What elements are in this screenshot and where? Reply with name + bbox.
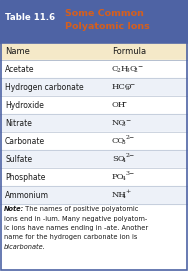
Text: Acetate: Acetate (5, 64, 35, 73)
Text: Hydroxide: Hydroxide (5, 101, 44, 109)
Bar (0, 186, 188, 204)
Text: 2−: 2− (125, 135, 134, 140)
Text: 3: 3 (122, 122, 125, 127)
Text: 3−: 3− (125, 171, 134, 176)
Bar (0, 96, 188, 114)
Text: 4: 4 (122, 195, 126, 199)
Text: Note:: Note: (4, 206, 24, 212)
Text: O: O (129, 65, 136, 73)
Text: H: H (121, 65, 128, 73)
Text: 3: 3 (122, 140, 125, 146)
Bar (0, 132, 188, 150)
Bar (0, 78, 188, 96)
Text: Some Common: Some Common (65, 9, 144, 18)
Text: The names of positive polyatomic: The names of positive polyatomic (23, 206, 138, 212)
Text: 3: 3 (126, 86, 129, 92)
Bar (0, 60, 188, 78)
Text: −: − (129, 81, 134, 86)
Text: −: − (137, 63, 143, 68)
Bar (0, 44, 188, 60)
Text: Nitrate: Nitrate (5, 118, 32, 127)
Text: name for the hydrogen carbonate ion is: name for the hydrogen carbonate ion is (4, 234, 137, 240)
Text: NH: NH (112, 191, 127, 199)
Text: bicarbonate.: bicarbonate. (4, 244, 46, 250)
Text: PO: PO (112, 173, 124, 181)
Text: Name: Name (5, 47, 30, 56)
Text: 3: 3 (126, 69, 129, 73)
Text: CO: CO (112, 137, 125, 145)
Text: Formula: Formula (112, 47, 146, 56)
Text: 4: 4 (122, 176, 126, 182)
Text: Polyatomic Ions: Polyatomic Ions (65, 22, 150, 31)
Bar (0, 114, 188, 132)
Text: Table 11.6: Table 11.6 (5, 13, 55, 22)
Text: 2: 2 (117, 69, 121, 73)
Text: Hydrogen carbonate: Hydrogen carbonate (5, 82, 84, 92)
Text: C: C (112, 65, 118, 73)
Text: −: − (121, 99, 127, 104)
Text: SO: SO (112, 155, 125, 163)
Text: Sulfate: Sulfate (5, 154, 32, 163)
Text: 4: 4 (122, 159, 126, 163)
Text: OH: OH (112, 101, 126, 109)
Text: +: + (125, 189, 130, 194)
Bar (0, 0, 188, 44)
Bar (0, 150, 188, 168)
Text: Phosphate: Phosphate (5, 173, 45, 182)
Text: ic ions have names ending in -ate. Another: ic ions have names ending in -ate. Anoth… (4, 225, 148, 231)
Text: −: − (125, 117, 130, 122)
Text: 2−: 2− (125, 153, 134, 158)
Text: 2: 2 (134, 69, 138, 73)
Text: Carbonate: Carbonate (5, 137, 45, 146)
Text: Ammonium: Ammonium (5, 191, 49, 199)
Text: NO: NO (112, 119, 126, 127)
Text: HCO: HCO (112, 83, 133, 91)
Bar (0, 168, 188, 186)
Text: ions end in -ium. Many negative polyatom-: ions end in -ium. Many negative polyatom… (4, 215, 147, 221)
